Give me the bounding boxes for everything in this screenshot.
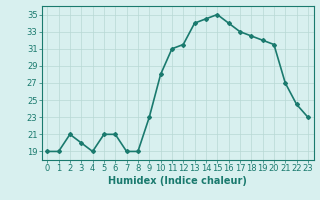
X-axis label: Humidex (Indice chaleur): Humidex (Indice chaleur) bbox=[108, 176, 247, 186]
